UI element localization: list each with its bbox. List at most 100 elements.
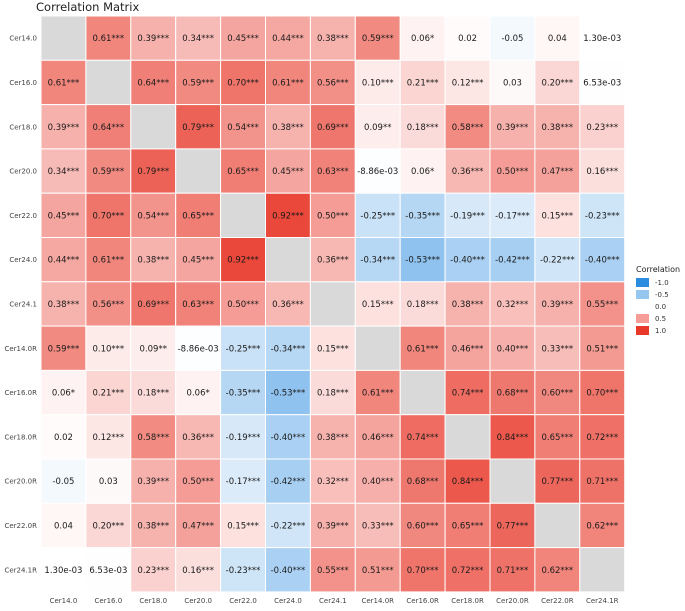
cell-label: 0.12*** bbox=[452, 78, 484, 88]
heatmap-cell bbox=[534, 325, 581, 371]
heatmap-cell bbox=[579, 148, 626, 194]
cell-label: 0.39*** bbox=[137, 34, 169, 44]
y-tick-label: Cer14.0R bbox=[4, 345, 37, 353]
cell-label: 0.38*** bbox=[137, 256, 169, 266]
heatmap-cell bbox=[265, 237, 311, 283]
heatmap-cell bbox=[175, 104, 222, 150]
heatmap-cell bbox=[444, 15, 491, 61]
cell-label: 0.15*** bbox=[362, 300, 394, 310]
heatmap-cell bbox=[489, 547, 536, 593]
cell-label: 0.39*** bbox=[137, 477, 169, 487]
cell-label: 0.18*** bbox=[407, 300, 439, 310]
heatmap-cell bbox=[534, 369, 581, 416]
cell-label: 0.63*** bbox=[317, 167, 349, 177]
cell-label: 0.50*** bbox=[317, 211, 349, 221]
heatmap-cell bbox=[354, 104, 401, 150]
heatmap-cell bbox=[444, 458, 491, 504]
heatmap-cell bbox=[579, 502, 626, 549]
y-tick-label: Cer16.0 bbox=[9, 79, 37, 87]
heatmap-cell bbox=[175, 281, 222, 327]
cell-label: 0.46*** bbox=[452, 344, 484, 354]
cell-label: 0.70*** bbox=[93, 211, 125, 221]
heatmap-cell bbox=[354, 59, 401, 106]
cell-label: 0.84*** bbox=[452, 477, 484, 487]
cell-label: 0.69*** bbox=[317, 123, 349, 133]
heatmap-cell bbox=[534, 414, 581, 460]
cell-label: 0.23*** bbox=[586, 123, 618, 133]
cell-label: 0.38*** bbox=[48, 300, 80, 310]
y-tick-label: Cer20.0R bbox=[4, 478, 37, 486]
heatmap-cell bbox=[85, 458, 132, 504]
cell-label: 0.02 bbox=[458, 34, 477, 44]
cell-label: 0.72*** bbox=[586, 433, 618, 443]
heatmap-cell bbox=[40, 281, 87, 327]
heatmap-cell bbox=[354, 502, 401, 549]
heatmap-cell bbox=[579, 458, 626, 504]
heatmap-cell bbox=[85, 59, 132, 106]
heatmap-cell bbox=[399, 547, 446, 593]
y-tick-label: Cer18.0R bbox=[4, 433, 37, 441]
heatmap-cell bbox=[220, 414, 267, 460]
cell-label: 0.74*** bbox=[407, 433, 439, 443]
cell-label: 0.02 bbox=[54, 433, 73, 443]
heatmap-cell bbox=[354, 547, 401, 593]
cell-label: -0.40*** bbox=[450, 256, 485, 266]
heatmap-cell bbox=[309, 15, 356, 61]
cell-label: 0.92*** bbox=[272, 211, 304, 221]
cell-label: 0.15*** bbox=[542, 211, 574, 221]
cell-label: 0.38*** bbox=[272, 123, 304, 133]
cell-label: 0.59*** bbox=[48, 344, 80, 354]
cell-label: 0.61*** bbox=[407, 344, 439, 354]
heatmap-cell bbox=[444, 237, 491, 283]
heatmap-cell bbox=[534, 458, 581, 504]
cell-label: 0.15*** bbox=[317, 344, 349, 354]
x-tick-label: Cer16.0 bbox=[95, 597, 123, 605]
cell-label: -0.19*** bbox=[450, 211, 485, 221]
cell-label: 0.33*** bbox=[362, 521, 394, 531]
legend: Correlation -1.0 -0.5 0.0 0.5 1.0 bbox=[636, 265, 680, 337]
cell-label: 0.61*** bbox=[93, 256, 125, 266]
heatmap-cell bbox=[399, 458, 446, 504]
cell-label: 0.33*** bbox=[542, 344, 574, 354]
cell-label: 0.06* bbox=[411, 167, 434, 177]
heatmap-cell bbox=[265, 148, 311, 194]
heatmap-cell bbox=[354, 15, 401, 61]
heatmap-cell bbox=[175, 369, 222, 416]
heatmap-cell bbox=[579, 547, 626, 593]
heatmap-cell bbox=[175, 547, 222, 593]
cell-label: 0.32*** bbox=[317, 477, 349, 487]
heatmap-cell bbox=[309, 148, 356, 194]
legend-label: 0.5 bbox=[655, 314, 667, 323]
cell-label: -0.40*** bbox=[271, 566, 306, 576]
heatmap-cell bbox=[534, 15, 581, 61]
cell-label: 0.32*** bbox=[497, 300, 529, 310]
heatmap-cell bbox=[444, 104, 491, 150]
x-tick-label: Cer22.0R bbox=[541, 597, 574, 605]
heatmap-cell bbox=[130, 148, 177, 194]
cell-label: 0.40*** bbox=[362, 477, 394, 487]
heatmap-cell bbox=[444, 547, 491, 593]
cell-label: 0.04 bbox=[548, 34, 567, 44]
cell-label: 0.68*** bbox=[407, 477, 439, 487]
heatmap-cell bbox=[220, 192, 267, 238]
cell-label: 0.18*** bbox=[317, 389, 349, 399]
heatmap-cell bbox=[220, 104, 267, 150]
cell-label: 0.61*** bbox=[272, 78, 304, 88]
cell-label: -0.17*** bbox=[495, 211, 530, 221]
x-tick-label: Cer18.0R bbox=[451, 597, 484, 605]
cell-label: 0.54*** bbox=[137, 211, 169, 221]
heatmap-cell bbox=[175, 237, 222, 283]
heatmap-cell bbox=[309, 281, 356, 327]
cell-label: 0.63*** bbox=[182, 300, 214, 310]
cell-label: -0.05 bbox=[52, 477, 74, 487]
heatmap-cell bbox=[175, 59, 222, 106]
cell-label: -0.17*** bbox=[226, 477, 261, 487]
heatmap-cell bbox=[130, 237, 177, 283]
cell-label: -0.05 bbox=[501, 34, 523, 44]
cell-label: 0.79*** bbox=[182, 123, 214, 133]
cell-label: 0.70*** bbox=[586, 389, 618, 399]
cell-label: -0.25*** bbox=[360, 211, 395, 221]
cell-label: 0.79*** bbox=[137, 167, 169, 177]
cell-label: -0.34*** bbox=[360, 256, 395, 266]
